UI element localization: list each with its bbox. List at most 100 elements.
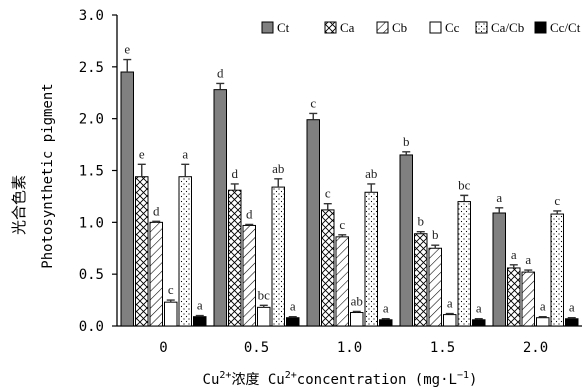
bar-cc-2 xyxy=(350,312,364,327)
significance-label: a xyxy=(290,299,296,314)
significance-label: c xyxy=(339,217,345,232)
significance-label: a xyxy=(476,301,482,316)
y-axis-label-en: Photosynthetic pigment xyxy=(40,83,56,268)
y-tick-label: 1.0 xyxy=(79,215,104,231)
significance-label: bc xyxy=(258,287,271,302)
error-bar xyxy=(152,220,161,223)
bar-cb-3 xyxy=(428,247,442,327)
significance-label: d xyxy=(217,65,224,80)
error-bar xyxy=(166,299,175,303)
error-bar xyxy=(416,230,425,234)
significance-label: a xyxy=(525,252,531,267)
significance-label: a xyxy=(540,299,546,314)
y-tick-label: 0.5 xyxy=(79,267,104,283)
legend-label: Ct xyxy=(277,20,290,35)
error-bar xyxy=(460,194,469,202)
bar-ca-cb-0 xyxy=(178,176,192,327)
significance-label: a xyxy=(569,300,575,315)
error-bar xyxy=(524,269,533,273)
legend-label: Cc/Ct xyxy=(550,20,581,35)
bar-cc-1 xyxy=(257,306,271,327)
bar-cb-4 xyxy=(521,271,535,327)
bar-ca-cb-4 xyxy=(550,213,564,327)
significance-label: e xyxy=(139,146,145,161)
error-bar xyxy=(123,58,132,73)
legend-swatch xyxy=(429,21,442,34)
significance-label: bc xyxy=(458,177,471,192)
significance-label: b xyxy=(418,214,425,229)
significance-label: a xyxy=(197,298,203,313)
error-bar xyxy=(309,112,318,120)
error-bar xyxy=(352,310,361,313)
significance-label: d xyxy=(153,203,160,218)
error-bar xyxy=(230,183,239,191)
bar-cb-2 xyxy=(335,236,349,327)
significance-label: c xyxy=(168,282,174,297)
bar-ca-2 xyxy=(321,209,335,327)
significance-label: c xyxy=(325,186,331,201)
bar-ct-0 xyxy=(120,71,134,327)
bar-cb-0 xyxy=(149,221,163,327)
bar-cc-4 xyxy=(536,317,550,327)
significance-label: a xyxy=(383,301,389,316)
y-tick-label: 1.5 xyxy=(79,164,104,180)
x-tick-label: 0 xyxy=(159,340,167,356)
bar-cc-0 xyxy=(164,301,178,327)
bar-ca-cb-1 xyxy=(271,186,285,327)
significance-label: ab xyxy=(351,293,363,308)
legend-label: Cb xyxy=(392,20,407,35)
error-bar xyxy=(181,163,190,177)
bar-ct-4 xyxy=(492,212,506,327)
error-bar xyxy=(195,314,204,317)
y-ticks: 0.0 0.5 1.0 1.5 2.0 2.5 3.0 xyxy=(79,8,117,335)
legend-swatch xyxy=(261,21,274,34)
legend-label: Cc xyxy=(445,20,460,35)
x-tick-label: 0.5 xyxy=(244,340,269,356)
error-bar xyxy=(338,234,347,237)
bar-cb-1 xyxy=(242,224,256,327)
significance-label: d xyxy=(232,166,239,181)
y-tick-label: 3.0 xyxy=(79,8,104,24)
significance-label: a xyxy=(182,146,188,161)
bars xyxy=(120,71,579,327)
significance-label: c xyxy=(554,193,560,208)
bar-cc-3 xyxy=(443,314,457,327)
legend-swatch xyxy=(534,21,547,34)
x-tick-label: 2.0 xyxy=(523,340,548,356)
legend-swatch xyxy=(376,21,389,34)
error-bar xyxy=(402,151,411,155)
x-ticks: 0 0.5 1.0 1.5 2.0 xyxy=(159,340,548,356)
legend-label: Ca/Cb xyxy=(491,20,524,35)
error-bar xyxy=(288,315,297,318)
significance-label: a xyxy=(511,247,517,262)
bar-cc-ct-3 xyxy=(472,319,486,327)
error-bar xyxy=(474,318,483,320)
error-bar xyxy=(323,202,332,210)
x-axis-label: Cu2+浓度 Cu2+concentration (mg·L−1) xyxy=(203,370,478,388)
bar-ct-2 xyxy=(306,119,320,327)
bar-cc-ct-2 xyxy=(379,319,393,327)
bar-ca-1 xyxy=(228,189,242,327)
y-axis-label-cn: 光合色素 xyxy=(10,175,28,235)
bar-cc-ct-0 xyxy=(193,316,207,327)
bar-ca-cb-2 xyxy=(364,191,378,327)
legend-label: Ca xyxy=(340,20,355,35)
error-bar xyxy=(495,207,504,214)
error-bar xyxy=(445,312,454,315)
significance-label: ab xyxy=(272,161,284,176)
error-bar xyxy=(137,163,146,177)
bar-cc-ct-4 xyxy=(565,318,579,327)
x-tick-label: 1.5 xyxy=(430,340,455,356)
bar-ca-3 xyxy=(414,233,428,327)
significance-label: b xyxy=(403,134,410,149)
significance-label: a xyxy=(447,296,453,311)
legend: Ct Ca Cb Cc Ca/Cb Cc/Ct xyxy=(261,20,581,35)
error-bar xyxy=(216,82,225,90)
error-bar xyxy=(431,244,440,249)
bar-ct-1 xyxy=(213,89,227,327)
significance-label: a xyxy=(496,190,502,205)
y-tick-label: 0.0 xyxy=(79,319,104,335)
error-bar xyxy=(381,318,390,320)
bar-cc-ct-1 xyxy=(286,317,300,327)
